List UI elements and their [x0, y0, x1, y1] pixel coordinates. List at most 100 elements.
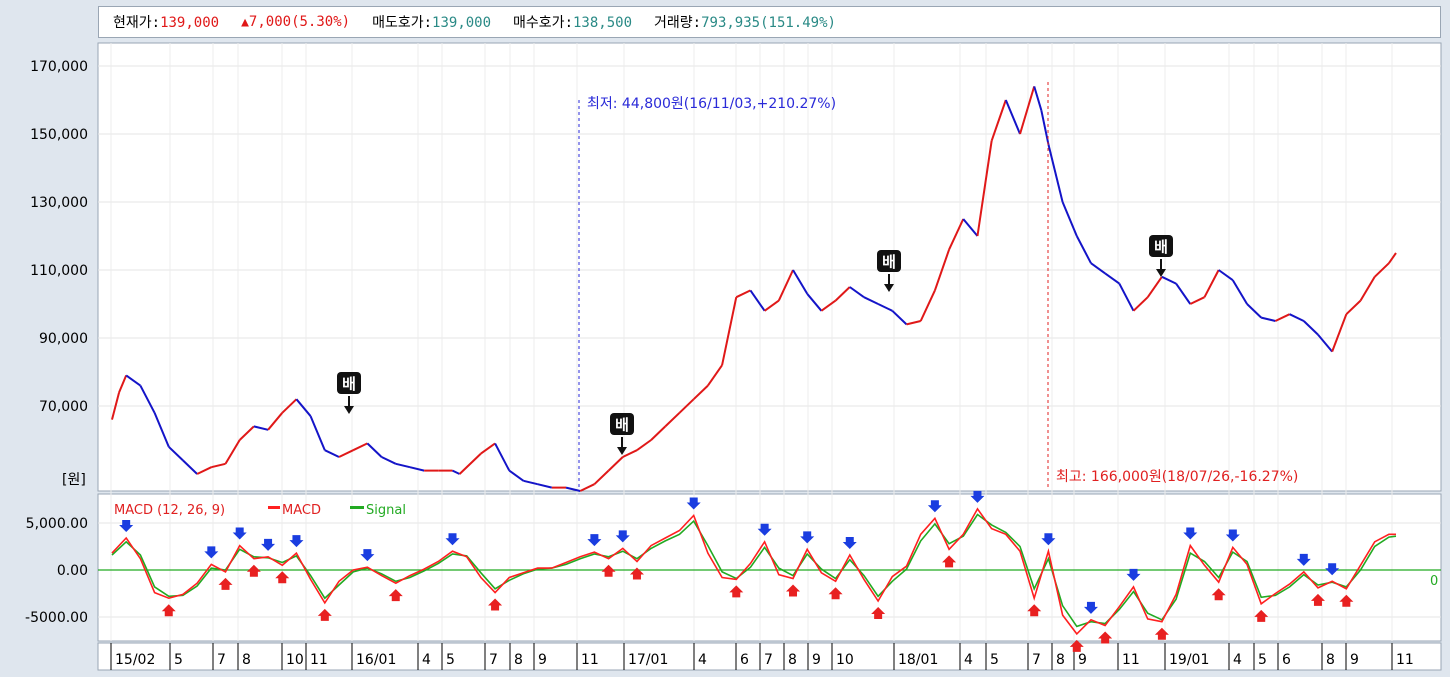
signal-line: [111, 513, 1397, 628]
price-segment: [1231, 279, 1248, 305]
macd-legend: MACD (12, 26, 9) MACD Signal: [114, 503, 406, 518]
sell-arrow-icon: [1296, 553, 1311, 566]
buy-arrow-icon: [317, 608, 332, 621]
price-segment: [1033, 86, 1043, 111]
price-segment: [168, 446, 184, 462]
time-tick-label: 7: [1032, 652, 1041, 668]
price-segment: [324, 449, 340, 458]
time-tick-label: 7: [217, 652, 226, 668]
time-tick-label: 18/01: [898, 652, 938, 668]
signal-legend-swatch: [350, 506, 364, 509]
price-segment: [153, 412, 170, 448]
price-segment: [1104, 272, 1120, 285]
time-tick-label: 9: [812, 652, 821, 668]
dividend-marker-label: 배: [342, 375, 356, 393]
sell-arrow-icon: [360, 549, 375, 562]
buy-arrow-icon: [942, 555, 957, 568]
price-segment: [962, 218, 979, 237]
sell-arrow-icon: [615, 530, 630, 543]
price-segment: [338, 449, 354, 458]
price-segment: [111, 392, 121, 420]
macd-y-axis: 5,000.00 0.00 -5000.00: [25, 516, 88, 626]
sell-arrow-icon: [1126, 568, 1141, 581]
time-tick-label: 9: [538, 652, 547, 668]
time-tick-label: 5: [446, 652, 455, 668]
sell-arrow-icon: [970, 490, 985, 503]
time-tick-label: 5: [174, 652, 183, 668]
buy-arrow-icon: [1027, 604, 1042, 617]
price-segment: [664, 412, 681, 428]
price-segment: [118, 375, 128, 393]
price-segment: [352, 442, 368, 452]
buy-arrow-icon: [1211, 588, 1226, 601]
price-plot-area[interactable]: [97, 42, 1442, 492]
time-tick-label: 4: [698, 652, 707, 668]
buy-arrow-icon: [601, 564, 616, 577]
down-arrow-icon: [1156, 269, 1166, 277]
macd-tick-label: -5000.00: [25, 610, 88, 626]
macd-tick-label: 5,000.00: [26, 516, 88, 532]
price-segment: [792, 269, 809, 295]
price-segment: [1146, 276, 1163, 298]
macd-legend-title: MACD (12, 26, 9): [114, 503, 225, 518]
sell-arrow-icon: [289, 535, 304, 548]
price-segment: [749, 289, 766, 312]
sell-arrow-icon: [927, 500, 942, 513]
price-segment: [1175, 283, 1192, 305]
time-tick-label: 8: [242, 652, 251, 668]
dividend-marker[interactable]: 배: [1149, 235, 1173, 277]
price-segment: [1047, 143, 1064, 203]
time-axis-bar: [97, 642, 1442, 671]
price-segment: [182, 459, 198, 475]
sell-arrow-icon: [842, 536, 857, 549]
current-price-value: 139,000: [160, 15, 220, 31]
price-segment: [139, 385, 156, 414]
high-annotation: 최고: 166,000원(18/07/26,-16.27%): [1056, 469, 1298, 485]
price-segment: [678, 398, 695, 414]
price-segment: [1132, 296, 1149, 312]
buy-arrow-icon: [218, 577, 233, 590]
buy-arrow-icon: [161, 604, 176, 617]
sell-arrow-icon: [686, 497, 701, 510]
price-segment: [777, 269, 794, 302]
price-segment: [381, 456, 397, 465]
time-tick-label: 19/01: [1169, 652, 1209, 668]
dividend-marker-label: 배: [615, 416, 629, 434]
buy-arrow-icon: [275, 571, 290, 584]
buy-arrow-icon: [786, 584, 801, 597]
price-tick-label: 170,000: [30, 59, 88, 75]
time-tick-label: 11: [310, 652, 328, 668]
price-segment: [565, 486, 581, 492]
buy-arrow-icon: [871, 607, 886, 620]
ask-price-value: 139,000: [432, 15, 492, 31]
price-segment: [693, 384, 709, 400]
price-segment: [1075, 235, 1092, 264]
price-segment: [1374, 262, 1390, 278]
macd-zero-label: 0: [1430, 574, 1438, 589]
price-tick-label: 70,000: [39, 399, 88, 415]
dividend-marker[interactable]: 배: [610, 413, 634, 455]
buy-arrow-icon: [1154, 627, 1169, 640]
price-segment: [224, 439, 241, 465]
sell-arrow-icon: [757, 523, 772, 536]
price-segment: [409, 466, 425, 472]
price-segment: [1218, 269, 1234, 282]
low-annotation: 최저: 44,800원(16/11/03,+210.27%): [587, 96, 836, 112]
time-tick-label: 5: [990, 652, 999, 668]
time-tick-label: 10: [286, 652, 304, 668]
time-tick-label: 10: [836, 652, 854, 668]
price-segment: [196, 466, 212, 475]
time-tick-label: 9: [1078, 652, 1087, 668]
price-segment: [309, 415, 326, 451]
price-segment: [948, 218, 965, 251]
price-segment: [253, 425, 269, 431]
time-tick-label: 4: [1233, 652, 1242, 668]
price-segment: [877, 303, 893, 312]
dividend-marker[interactable]: 배: [877, 250, 901, 292]
down-arrow-icon: [884, 284, 894, 292]
dividend-marker[interactable]: 배: [337, 372, 361, 414]
down-arrow-icon: [617, 447, 627, 455]
price-series: [111, 86, 1397, 492]
